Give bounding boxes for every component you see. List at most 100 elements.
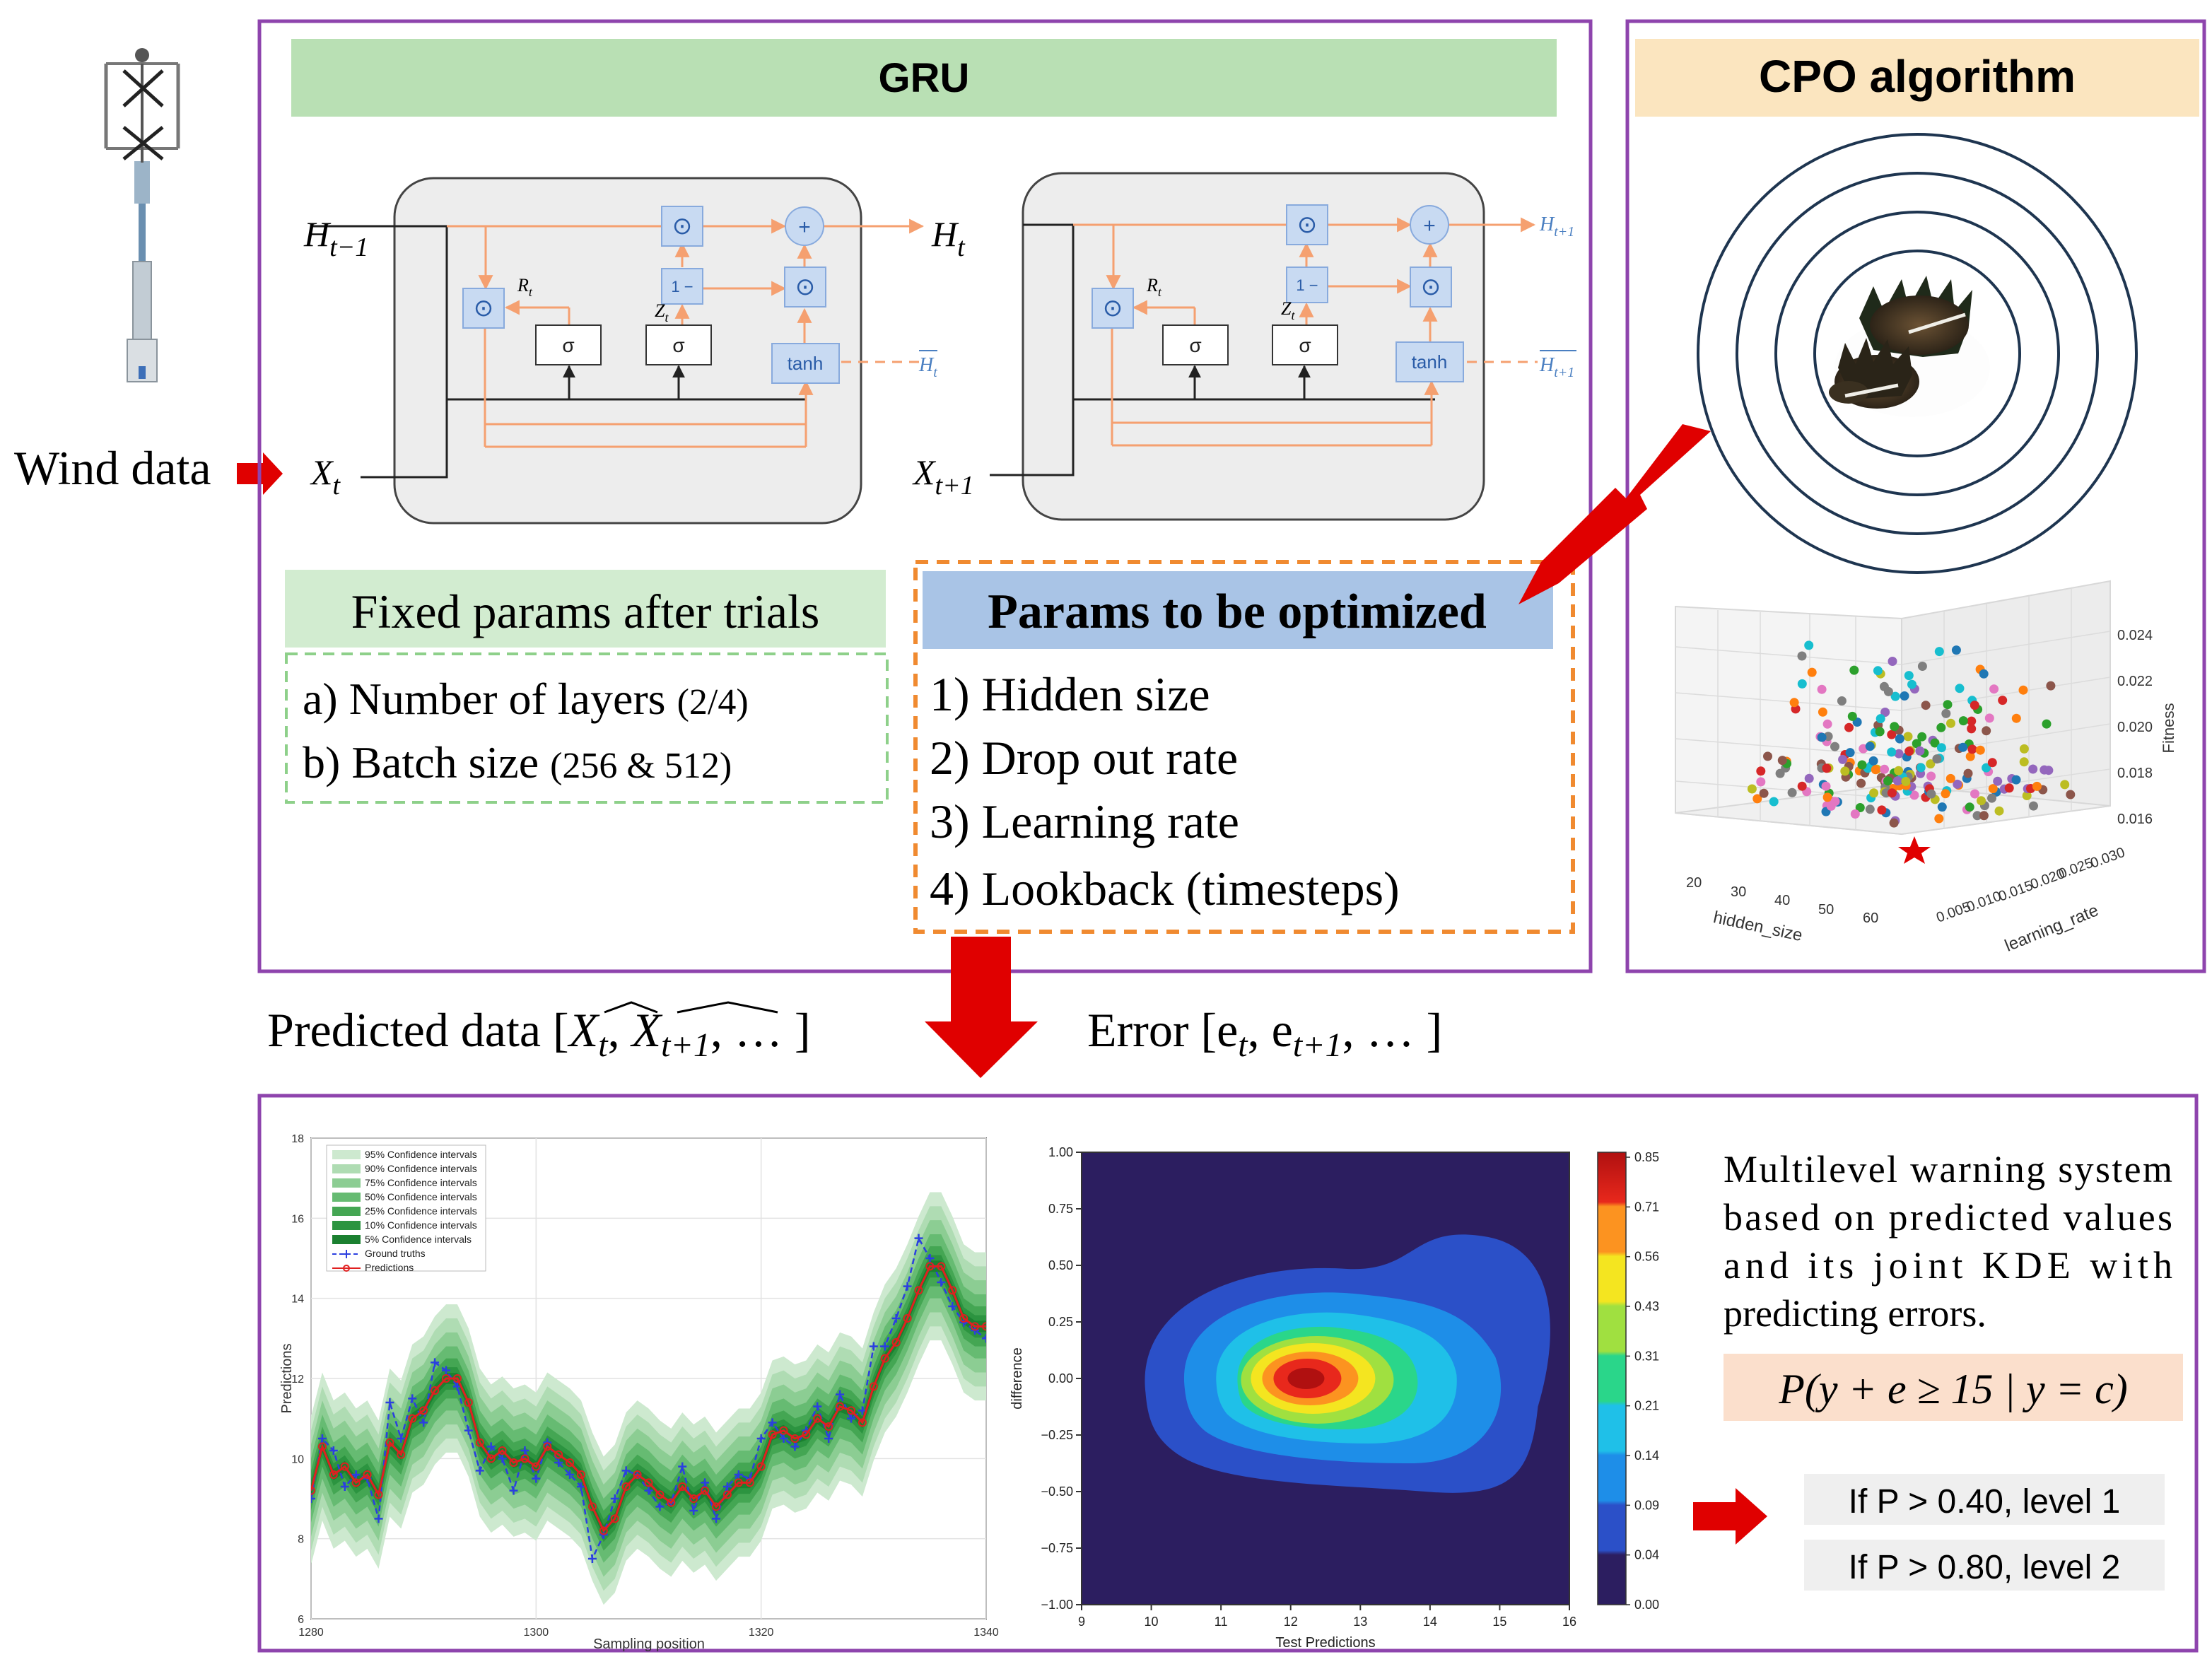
scatter-point — [1904, 746, 1914, 756]
scatter-point — [2019, 744, 2029, 754]
ts-prediction-point — [543, 1442, 552, 1451]
scatter-point — [1763, 751, 1772, 761]
ts-prediction-point — [311, 1486, 315, 1495]
ts-ground-truth-point — [498, 1454, 507, 1463]
scatter-point — [1958, 742, 1968, 752]
ts-ground-truth-point — [779, 1434, 788, 1443]
scatter-point — [1777, 756, 1787, 766]
scatter-point — [1904, 671, 1914, 681]
ts-prediction-point — [599, 1526, 608, 1535]
scatter-point — [1958, 716, 1968, 726]
scatter-point — [1967, 716, 1977, 726]
warning-level-1-box — [1804, 1474, 2165, 1525]
scatter-point — [1789, 698, 1799, 708]
kde-ylabel: difference — [1010, 1347, 1025, 1409]
ts-prediction-point — [475, 1438, 484, 1447]
kde-ytick: −0.75 — [1041, 1541, 1073, 1555]
ts-prediction-point — [982, 1322, 986, 1331]
cb-tick: 0.00 — [1634, 1598, 1659, 1612]
ts-xtick: 1320 — [749, 1627, 774, 1639]
scatter-point — [1953, 779, 1962, 789]
cpo-panel — [1625, 19, 2206, 973]
scatter-point — [1903, 732, 1913, 742]
ts-ground-truth-point — [948, 1302, 957, 1311]
svg-text:⊙: ⊙ — [1421, 274, 1441, 300]
svg-text:0.020: 0.020 — [2117, 720, 2153, 735]
ts-prediction-point — [610, 1514, 619, 1523]
ts-prediction-point — [689, 1494, 698, 1503]
scatter-point — [1769, 797, 1779, 807]
scatter-point — [1869, 788, 1879, 798]
scatter-point — [1943, 700, 1953, 710]
ts-prediction-point — [948, 1286, 957, 1295]
scatter-point — [1926, 771, 1936, 781]
svg-text:Fitness: Fitness — [2160, 703, 2177, 754]
scatter-point — [1941, 708, 1951, 718]
ts-ground-truth-point — [566, 1470, 575, 1479]
ts-prediction-point — [509, 1458, 518, 1467]
scatter-point — [1917, 662, 1927, 671]
gru-cell-2: ⊙ ⊙ 1 − ⊙ + σ σ tanh Ht+1 Xt+1 Ht+1 Rt Z… — [912, 172, 1576, 521]
ts-prediction-point — [442, 1374, 450, 1383]
scatter-point — [1945, 773, 1955, 783]
scatter-point — [1807, 667, 1817, 677]
ts-prediction-point — [667, 1498, 676, 1507]
ts-ground-truth-point — [311, 1494, 315, 1503]
ts-prediction-point — [779, 1426, 788, 1435]
scatter-point — [1989, 684, 1999, 694]
gru-panel — [257, 19, 1593, 973]
fixed-params-title: Fixed params after trials — [351, 585, 820, 638]
ts-xlabel: Sampling position — [593, 1636, 705, 1652]
svg-text:hidden_size: hidden_size — [1711, 908, 1804, 945]
ts-prediction-point — [520, 1454, 529, 1463]
ts-prediction-point — [397, 1450, 406, 1459]
kde-ytick: 0.75 — [1048, 1202, 1073, 1216]
ts-legend-marker — [342, 1250, 351, 1258]
scatter-point — [1804, 773, 1814, 783]
scatter-point — [1936, 722, 1946, 732]
ts-ylabel: Predictions — [279, 1344, 295, 1414]
ts-prediction-point — [891, 1338, 901, 1347]
warning-level-2: If P > 0.80, level 2 — [1849, 1549, 2121, 1586]
scatter-point — [1979, 669, 1989, 679]
svg-text:learning_rate: learning_rate — [2002, 901, 2101, 956]
scatter-point — [1817, 732, 1827, 742]
kde-xtick: 13 — [1353, 1615, 1367, 1629]
ts-ground-truth-point — [734, 1470, 743, 1479]
wind-data-label: Wind data — [14, 441, 211, 495]
ts-prediction-point — [498, 1446, 507, 1455]
scatter-point — [1941, 789, 1950, 799]
warning-description-line-1: Multilevel warning system — [1724, 1148, 2172, 1190]
cpo-concentric-circles — [1697, 133, 2138, 574]
scatter-point — [1982, 726, 1991, 736]
svg-text:30: 30 — [1731, 884, 1746, 900]
scatter-point — [1868, 756, 1878, 766]
scatter-point — [1821, 781, 1831, 791]
ts-prediction-point — [869, 1382, 878, 1391]
warning-level-2-box — [1804, 1540, 2165, 1591]
scatter-point — [1970, 789, 1979, 799]
scatter-point — [2042, 719, 2052, 729]
scatter-point — [1926, 759, 1936, 769]
scatter-point — [1838, 754, 1848, 764]
scatter-point — [1900, 691, 1909, 701]
svg-text:Zt: Zt — [655, 300, 669, 324]
ts-ground-truth-point — [756, 1434, 766, 1443]
ts-prediction-point — [587, 1502, 597, 1511]
ts-prediction-point — [374, 1490, 383, 1499]
kde-colorbar — [1597, 1152, 1627, 1605]
ts-confidence-band — [311, 1220, 986, 1577]
ts-ytick: 12 — [291, 1374, 304, 1386]
down-arrow — [925, 937, 1038, 1078]
ts-xtick: 1300 — [524, 1627, 549, 1639]
scatter-point — [1916, 763, 1926, 773]
scatter-point — [1984, 713, 1994, 723]
ts-ground-truth-point — [442, 1366, 450, 1375]
ts-prediction-point — [532, 1462, 541, 1471]
scatter-point — [2046, 681, 2056, 691]
kde-xtick: 14 — [1423, 1615, 1437, 1629]
gru-cell-1: ⊙ ⊙ 1 − ⊙ + σ σ tanh Ht−1 Ht Xt Ht Rt Zt — [303, 177, 966, 525]
scatter-point — [1826, 801, 1836, 811]
ts-ground-truth-point — [891, 1314, 901, 1323]
scatter-point — [1967, 724, 1977, 734]
